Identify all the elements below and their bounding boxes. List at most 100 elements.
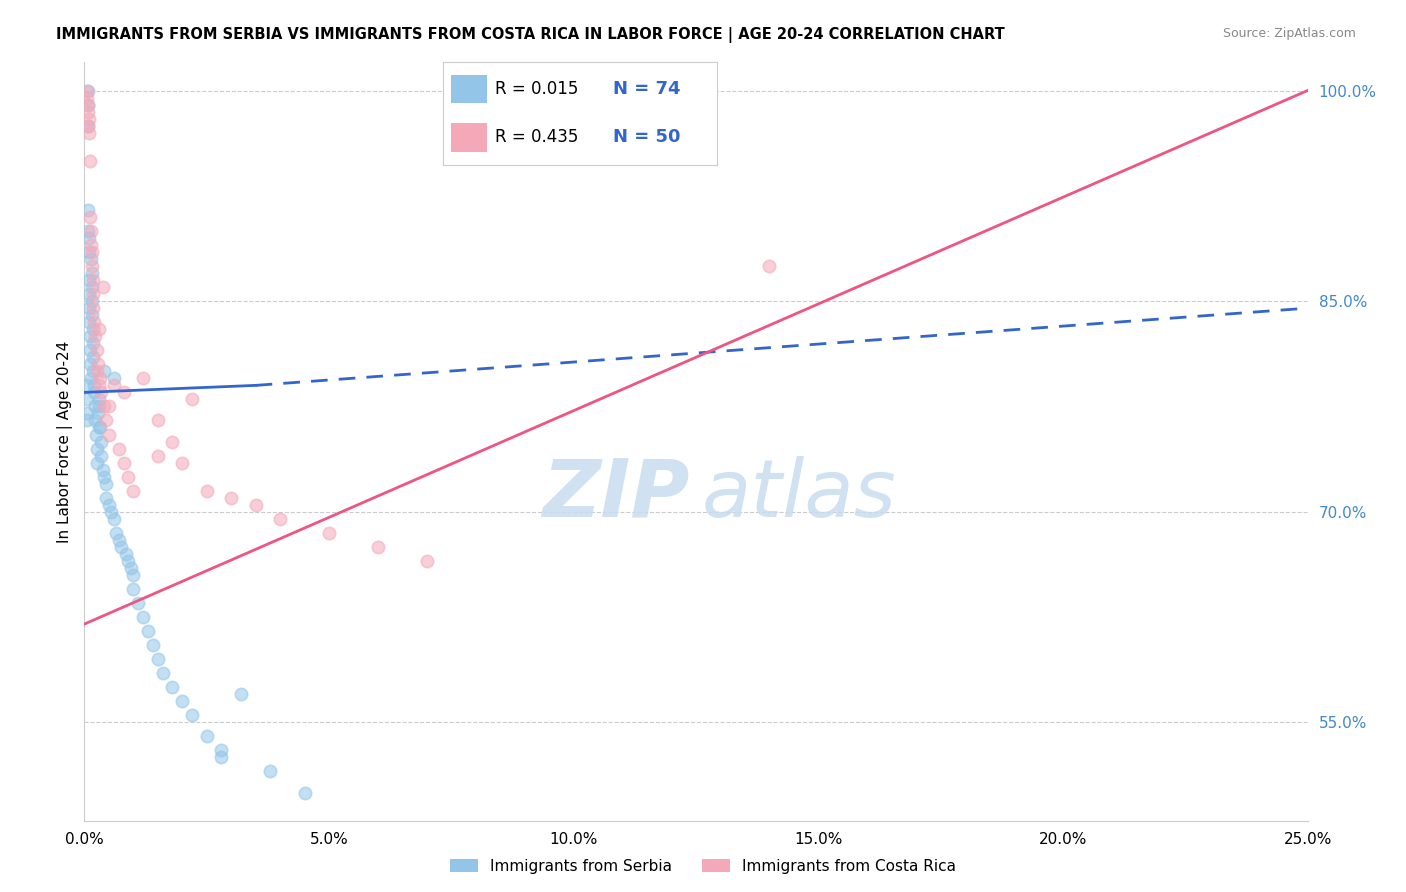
Point <box>87 400 110 414</box>
Point <box>83 385 105 400</box>
Point <box>80 280 103 294</box>
Point <box>77 231 100 245</box>
Point <box>162 680 184 694</box>
Point <box>117 554 139 568</box>
Point <box>105 525 128 540</box>
Point <box>96 476 118 491</box>
Legend: Immigrants from Serbia, Immigrants from Costa Rica: Immigrants from Serbia, Immigrants from … <box>444 853 962 880</box>
Point <box>93 469 115 483</box>
Point <box>758 259 780 273</box>
Point <box>80 371 103 385</box>
Point <box>77 202 100 217</box>
Point <box>195 730 218 744</box>
Point <box>89 420 111 434</box>
Point <box>172 694 194 708</box>
Point <box>122 582 145 596</box>
Point <box>86 364 108 378</box>
Point <box>93 400 115 414</box>
Point <box>219 491 242 505</box>
Point <box>77 126 100 140</box>
Text: ZIP: ZIP <box>543 456 690 533</box>
Text: N = 74: N = 74 <box>613 80 681 98</box>
Point <box>100 505 122 519</box>
Point <box>93 364 115 378</box>
Point <box>82 351 104 365</box>
Text: R = 0.015: R = 0.015 <box>495 80 578 98</box>
Point <box>77 273 100 287</box>
Bar <box>451 123 486 152</box>
Point <box>162 434 184 449</box>
Y-axis label: In Labor Force | Age 20-24: In Labor Force | Age 20-24 <box>58 341 73 542</box>
Point <box>209 743 232 757</box>
Point <box>86 343 108 358</box>
Point <box>77 119 100 133</box>
Point <box>142 638 165 652</box>
Point <box>416 554 439 568</box>
Point <box>76 392 98 407</box>
Point <box>76 97 98 112</box>
Point <box>146 413 169 427</box>
Point <box>76 378 98 392</box>
Point <box>76 83 98 97</box>
Bar <box>451 75 486 103</box>
Point <box>76 413 98 427</box>
Point <box>91 462 114 476</box>
Point <box>245 498 267 512</box>
Point <box>87 392 110 407</box>
Point <box>90 385 112 400</box>
Point <box>90 449 112 463</box>
Point <box>82 336 104 351</box>
Point <box>269 512 291 526</box>
Point <box>87 378 110 392</box>
Point <box>110 540 132 554</box>
Point <box>80 266 103 280</box>
Point <box>77 315 100 329</box>
Text: N = 50: N = 50 <box>613 128 681 146</box>
Point <box>77 301 100 315</box>
Point <box>77 244 100 259</box>
Point <box>132 610 155 624</box>
Point <box>181 708 204 723</box>
Point <box>82 308 104 322</box>
Point <box>80 224 103 238</box>
Point <box>87 420 110 434</box>
Point <box>77 104 100 119</box>
Point <box>294 786 316 800</box>
Point <box>96 413 118 427</box>
Point <box>77 224 100 238</box>
Point <box>84 329 107 343</box>
Point <box>89 371 111 385</box>
Point <box>83 378 105 392</box>
Point <box>82 322 104 336</box>
Point <box>97 427 120 442</box>
Point <box>107 533 129 547</box>
Point <box>112 385 135 400</box>
Point <box>76 90 98 104</box>
Point <box>115 547 138 561</box>
Point <box>86 456 108 470</box>
Point <box>96 491 118 505</box>
Point <box>209 750 232 764</box>
Point <box>83 315 105 329</box>
Point <box>77 112 100 126</box>
Text: Source: ZipAtlas.com: Source: ZipAtlas.com <box>1223 27 1357 40</box>
Text: R = 0.435: R = 0.435 <box>495 128 578 146</box>
Point <box>76 97 98 112</box>
Point <box>122 483 145 498</box>
Point <box>172 456 194 470</box>
Point <box>84 427 107 442</box>
Point <box>82 273 104 287</box>
Point <box>87 322 110 336</box>
Point <box>87 357 110 371</box>
Point <box>79 329 101 343</box>
Point <box>84 413 107 427</box>
Point <box>79 153 101 168</box>
Point <box>181 392 204 407</box>
Point <box>97 498 120 512</box>
Point <box>103 512 125 526</box>
Point <box>146 449 169 463</box>
Point <box>77 287 100 301</box>
Point <box>120 561 142 575</box>
Point <box>82 287 104 301</box>
Point <box>80 252 103 266</box>
